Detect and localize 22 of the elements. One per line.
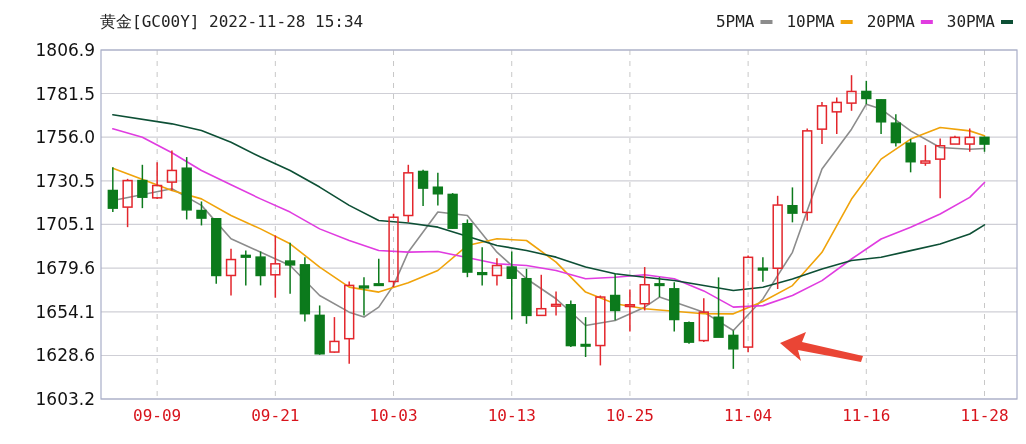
y-tick-label: 1730.5 [35, 170, 95, 191]
x-tick-label: 10-03 [369, 406, 418, 425]
chart-title: 黄金[GC00Y] 2022-11-28 15:34 [100, 12, 364, 31]
y-tick-label: 1705.1 [35, 214, 95, 235]
x-tick-label: 10-25 [605, 406, 654, 425]
legend-label: 10PMA [786, 12, 836, 31]
y-tick-label: 1654.1 [35, 301, 95, 322]
y-tick-label: 1603.2 [35, 389, 95, 409]
y-tick-label: 1756.0 [35, 127, 95, 148]
legend-label: 20PMA [866, 12, 916, 31]
legend-label: 5PMA [715, 12, 755, 31]
x-tick-label: 10-13 [487, 406, 536, 425]
y-tick-label: 1628.6 [35, 345, 95, 366]
y-tick-label: 1806.9 [35, 40, 95, 60]
legend-label: 30PMA [946, 12, 996, 31]
x-tick-label: 09-21 [251, 406, 300, 425]
x-tick-label: 11-16 [842, 406, 891, 425]
x-tick-label: 09-09 [133, 406, 182, 425]
x-tick-label: 11-28 [960, 406, 1009, 425]
y-tick-label: 1781.5 [35, 83, 95, 104]
x-tick-label: 11-04 [724, 406, 773, 425]
y-tick-label: 1679.6 [35, 258, 95, 279]
